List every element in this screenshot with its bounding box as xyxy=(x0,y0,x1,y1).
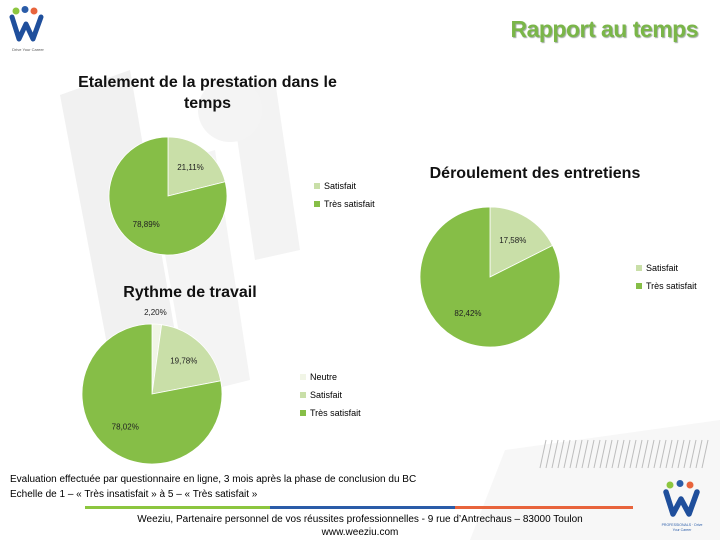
legend-swatch xyxy=(300,410,306,416)
legend-etalement: Satisfait Très satisfait xyxy=(314,177,375,213)
pie-chart-rythme: 2,20% 19,78% 78,02% xyxy=(81,308,223,465)
pie-value-label: 78,02% xyxy=(112,422,139,431)
footnote-scale: Echelle de 1 – « Très insatisfait » à 5 … xyxy=(10,489,258,500)
pie-slice-tres-satisfait xyxy=(81,323,223,465)
legend-item-satisfait: Satisfait xyxy=(636,259,697,277)
legend-label: Très satisfait xyxy=(646,281,697,291)
logo-tagline: Drive Your Career xyxy=(12,47,44,52)
pie-slice-satisfait xyxy=(151,324,222,395)
legend-label: Très satisfait xyxy=(324,199,375,209)
pie-value-label: 82,42% xyxy=(454,309,481,318)
chart-title-rythme: Rythme de travail xyxy=(123,284,257,301)
footer-bar-blue xyxy=(270,506,455,509)
chart-title-etalement: Etalement de la prestation dans le temps xyxy=(78,74,337,112)
legend-swatch xyxy=(300,374,306,380)
pie-slice-satisfait xyxy=(167,136,226,197)
pie-value-label: 17,58% xyxy=(499,236,526,245)
pie-slice-tres-satisfait xyxy=(108,136,228,256)
legend-swatch xyxy=(300,392,306,398)
weeziu-logo-icon xyxy=(9,6,44,42)
legend-label: Satisfait xyxy=(310,390,343,400)
weeziu-professionals-logo: PROFESSIONALS · Drive Your Career xyxy=(660,480,704,532)
legend-item-satisfait: Satisfait xyxy=(314,177,375,195)
pie-value-label: 2,20% xyxy=(144,308,167,317)
footer-bar-orange xyxy=(455,506,633,509)
weeziu-logo: Drive Your Career xyxy=(8,6,48,52)
weeziu-professionals-logo-icon xyxy=(663,480,700,517)
chart-title-deroulement: Déroulement des entretiens xyxy=(429,165,641,182)
legend-item-tres-satisfait: Très satisfait xyxy=(314,195,375,213)
pie-value-label: 21,11% xyxy=(177,163,204,172)
legend-rythme: Neutre Satisfait Très satisfait xyxy=(300,368,361,422)
legend-deroulement: Satisfait Très satisfait xyxy=(636,259,697,295)
legend-item-tres-satisfait: Très satisfait xyxy=(300,404,361,422)
legend-swatch xyxy=(314,183,320,189)
legend-item-neutre: Neutre xyxy=(300,368,361,386)
pie-slice-satisfait xyxy=(489,206,554,278)
pie-value-label: 78,89% xyxy=(133,220,160,229)
pie-slice-tres-satisfait xyxy=(419,206,561,348)
pie-chart-etalement: 21,11% 78,89% xyxy=(108,136,228,256)
pie-value-label: 19,78% xyxy=(170,357,197,366)
footnote-method: Evaluation effectuée par questionnaire e… xyxy=(10,474,417,485)
slide-title: Rapport au temps xyxy=(510,16,698,42)
legend-item-tres-satisfait: Très satisfait xyxy=(636,277,697,295)
legend-swatch xyxy=(636,283,642,289)
hatch-decoration xyxy=(539,439,709,469)
legend-item-satisfait: Satisfait xyxy=(300,386,361,404)
legend-swatch xyxy=(636,265,642,271)
legend-label: Satisfait xyxy=(646,263,679,273)
legend-label: Très satisfait xyxy=(310,408,361,418)
footer-bar-green xyxy=(85,506,270,509)
corner-logo-tagline: PROFESSIONALS · Drive Your Career xyxy=(661,523,703,532)
pie-chart-deroulement: 17,58% 82,42% xyxy=(419,206,561,348)
legend-swatch xyxy=(314,201,320,207)
footer-address: Weeziu, Partenaire personnel de vos réus… xyxy=(137,514,583,525)
footer-website[interactable]: www.weeziu.com xyxy=(321,527,399,538)
legend-label: Neutre xyxy=(310,372,338,382)
legend-label: Satisfait xyxy=(324,181,357,191)
